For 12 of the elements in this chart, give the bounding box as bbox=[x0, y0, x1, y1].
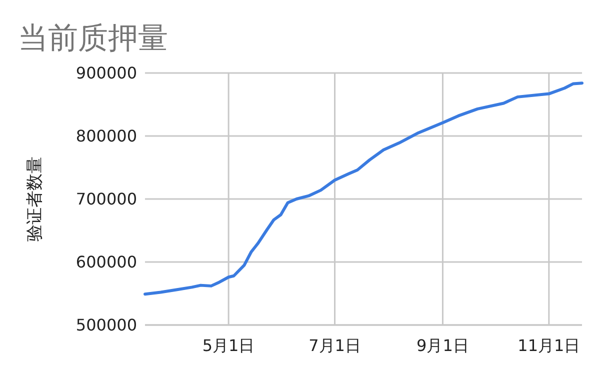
y-tick-label: 700000 bbox=[76, 190, 137, 209]
x-tick-label: 7月1日 bbox=[308, 336, 361, 355]
y-tick-label: 800000 bbox=[76, 126, 137, 146]
line-series bbox=[144, 82, 584, 296]
y-axis-title: 验证者数量 bbox=[25, 156, 45, 242]
chart-title: 当前质押量 bbox=[18, 21, 168, 56]
y-tick-label: 500000 bbox=[76, 316, 137, 335]
x-tick-label: 9月1日 bbox=[416, 336, 469, 355]
y-tick-label: 900000 bbox=[76, 64, 137, 83]
y-tick-label: 600000 bbox=[76, 252, 137, 272]
x-tick-label: 11月1日 bbox=[518, 336, 580, 355]
x-tick-label: 5月1日 bbox=[202, 336, 255, 355]
